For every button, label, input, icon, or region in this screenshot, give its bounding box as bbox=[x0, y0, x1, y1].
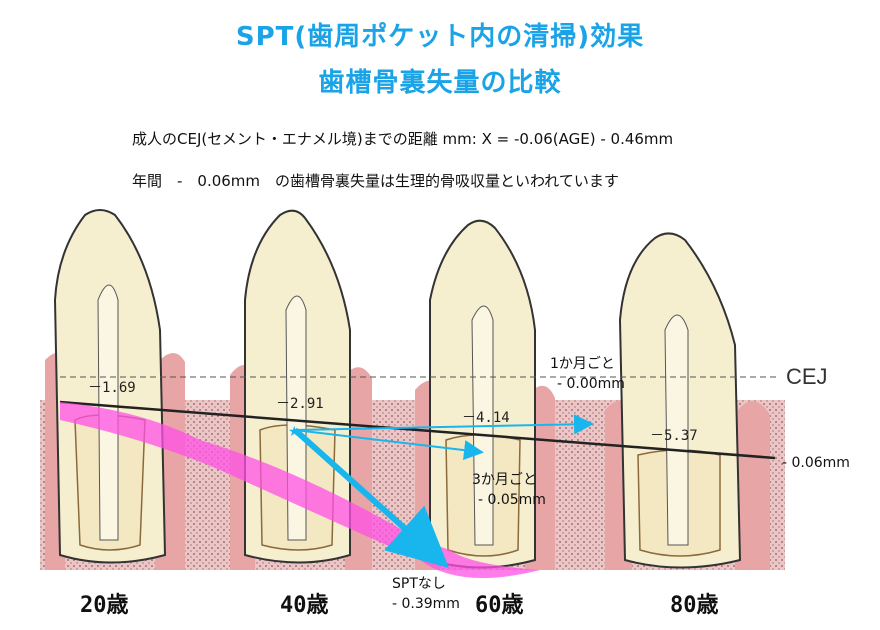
three-month-label: 3か月ごと bbox=[472, 472, 537, 488]
one-month-arrow bbox=[294, 414, 594, 435]
one-month-label: 1か月ごと bbox=[550, 356, 615, 372]
age-label-20: 20歳 bbox=[80, 593, 129, 618]
tooth-80: －5.37 bbox=[605, 232, 770, 570]
one-month-value: - 0.00mm bbox=[557, 376, 625, 392]
tooth-60-value: －4.14 bbox=[462, 410, 510, 426]
no-spt-value: - 0.39mm bbox=[392, 596, 460, 612]
tooth-80-value: －5.37 bbox=[650, 428, 698, 444]
star-icon: ★ bbox=[288, 424, 301, 440]
bone-loss-line bbox=[59, 400, 776, 460]
tooth-40-value: －2.91 bbox=[276, 396, 324, 412]
formula-text: 成人のCEJ(セメント・エナメル境)までの距離 mm: X = -0.06(AG… bbox=[132, 130, 674, 148]
annual-loss-text: 年間 - 0.06mm の歯槽骨裏失量は生理的骨吸収量といわれています bbox=[132, 172, 619, 190]
rate-label: - 0.06mm bbox=[782, 455, 850, 471]
no-spt-arrow bbox=[60, 402, 540, 578]
title-line-2: 歯槽骨裏失量の比較 bbox=[318, 68, 562, 98]
cej-label: CEJ bbox=[786, 364, 828, 389]
tooth-20: －1.69 bbox=[45, 209, 185, 570]
tooth-60: －4.14 bbox=[415, 219, 555, 570]
three-month-arrow bbox=[294, 429, 484, 461]
no-spt-blue-arrow bbox=[292, 427, 449, 569]
three-month-value: - 0.05mm bbox=[478, 492, 546, 508]
age-label-40: 40歳 bbox=[280, 593, 329, 618]
tooth-20-value: －1.69 bbox=[88, 380, 136, 396]
age-label-60: 60歳 bbox=[475, 593, 524, 618]
no-spt-label: SPTなし bbox=[392, 576, 446, 592]
age-label-80: 80歳 bbox=[670, 593, 719, 618]
title-line-1: SPT(歯周ポケット内の清掃)効果 bbox=[235, 22, 645, 52]
